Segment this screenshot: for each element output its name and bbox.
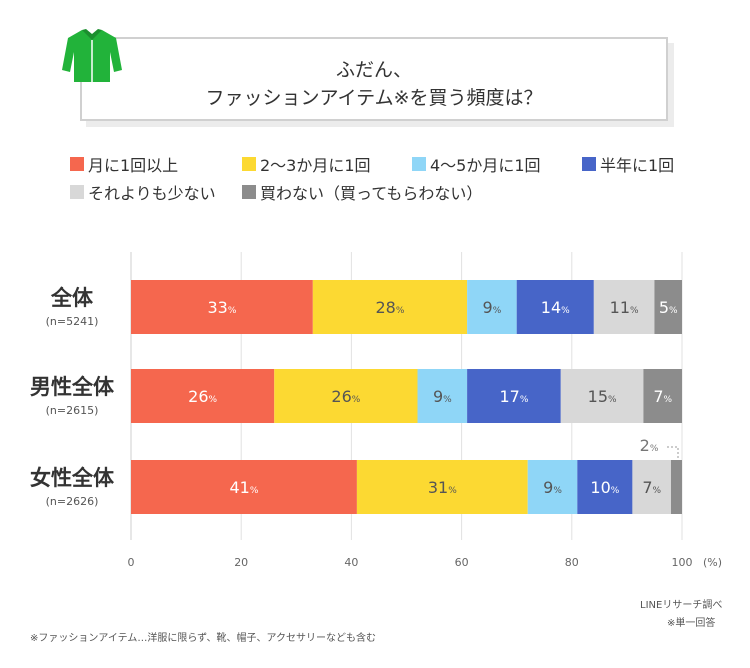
bar-segment xyxy=(527,460,578,514)
bar-segment xyxy=(670,460,682,514)
data-label: 26% xyxy=(188,387,217,406)
bar-segment xyxy=(560,369,644,423)
legend-swatch xyxy=(70,157,84,171)
data-label: 2% xyxy=(640,436,659,455)
data-label: 9% xyxy=(543,478,562,497)
bar-segment xyxy=(467,369,561,423)
bar-segment xyxy=(356,460,528,514)
legend-swatch xyxy=(242,157,256,171)
legend-label: 買わない（買ってもらわない） xyxy=(260,184,483,203)
data-label-leader xyxy=(667,446,679,460)
legend-label: 2～3か月に1回 xyxy=(260,156,371,175)
x-tick-label: 0 xyxy=(128,556,135,569)
category-label: 全体 xyxy=(50,286,94,310)
source-note: LINEリサーチ調べ xyxy=(640,600,723,611)
legend-label: 月に1回以上 xyxy=(88,156,179,175)
bar-segment xyxy=(417,369,468,423)
shirt-icon xyxy=(62,29,122,82)
data-label: 31% xyxy=(428,478,457,497)
bar-segment xyxy=(593,280,655,334)
bar-segment xyxy=(654,280,682,334)
data-label: 7% xyxy=(642,478,661,497)
bar-segment xyxy=(643,369,682,423)
data-label: 5% xyxy=(659,298,678,317)
data-label: 26% xyxy=(331,387,360,406)
x-tick-label: 100 xyxy=(672,556,693,569)
category-sample-size: (n=2615) xyxy=(46,404,99,417)
legend-item: それよりも少ない xyxy=(70,180,216,204)
legend-item: 4～5か月に1回 xyxy=(412,152,541,176)
data-label: 9% xyxy=(433,387,452,406)
category-label: 男性全体 xyxy=(30,375,115,399)
category-sample-size: (n=2626) xyxy=(46,495,99,508)
legend-item: 月に1回以上 xyxy=(70,152,178,176)
x-tick-label: 40 xyxy=(344,556,358,569)
data-label: 28% xyxy=(376,298,405,317)
data-label: 33% xyxy=(207,298,236,317)
bar-segment xyxy=(131,369,275,423)
x-tick-label: 80 xyxy=(565,556,579,569)
bar-segment xyxy=(516,280,594,334)
legend-label: それよりも少ない xyxy=(88,184,216,203)
bar-segment xyxy=(467,280,517,334)
data-label: 11% xyxy=(610,298,639,317)
legend-swatch xyxy=(412,157,426,171)
bar-segment xyxy=(312,280,468,334)
legend-swatch xyxy=(70,185,84,199)
legend-item: 半年に1回 xyxy=(582,152,674,176)
legend-item: 買わない（買ってもらわない） xyxy=(242,180,482,204)
legend-label: 4～5か月に1回 xyxy=(430,156,541,175)
bar-segment xyxy=(274,369,418,423)
bar-segment xyxy=(131,460,357,514)
legend-item: 2～3か月に1回 xyxy=(242,152,371,176)
bar-segment xyxy=(632,460,671,514)
legend-swatch xyxy=(242,185,256,199)
data-label: 41% xyxy=(229,478,258,497)
x-tick-label: 60 xyxy=(455,556,469,569)
legend-label: 半年に1回 xyxy=(600,156,675,175)
category-sample-size: (n=5241) xyxy=(46,315,99,328)
data-label: 17% xyxy=(499,387,528,406)
data-label: 15% xyxy=(588,387,617,406)
data-label: 10% xyxy=(590,478,619,497)
x-axis-unit-label: (%) xyxy=(703,556,722,569)
title-line-2: ファッションアイテム※を買う頻度は？ xyxy=(205,87,543,109)
answer-type-note: ※単一回答 xyxy=(667,618,716,629)
legend-swatch xyxy=(582,157,596,171)
data-label: 14% xyxy=(541,298,570,317)
data-label: 9% xyxy=(483,298,502,317)
definition-note: ※ファッションアイテム…洋服に限らず、靴、帽子、アクセサリーなども含む xyxy=(30,633,376,644)
x-tick-label: 20 xyxy=(234,556,248,569)
category-label: 女性全体 xyxy=(30,466,115,490)
data-label: 7% xyxy=(653,387,672,406)
title-line-1: ふだん、 xyxy=(335,59,412,81)
bar-segment xyxy=(131,280,313,334)
bar-segment xyxy=(577,460,633,514)
